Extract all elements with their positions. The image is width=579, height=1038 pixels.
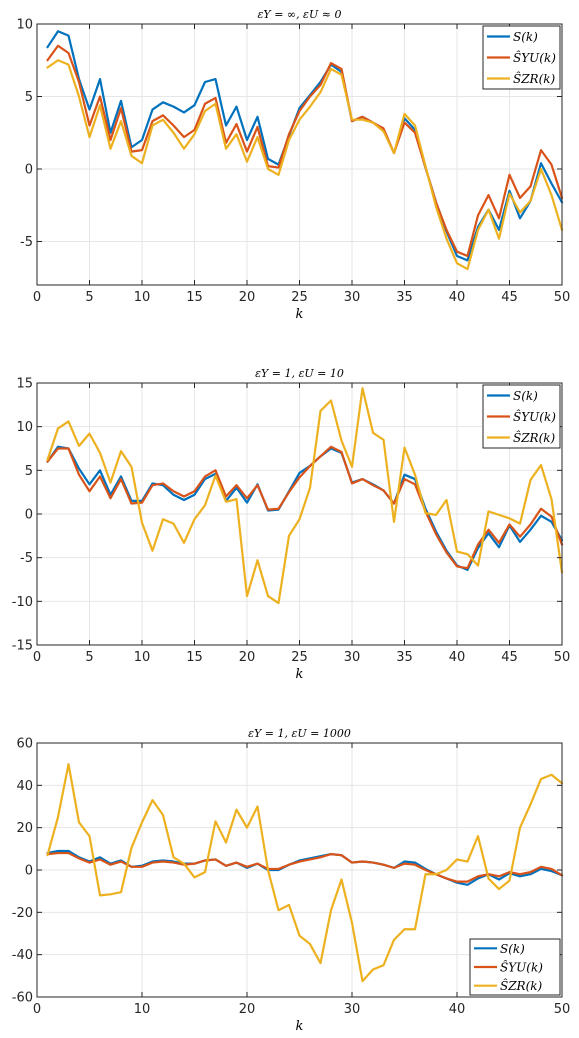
series-line-2 <box>46 445 564 570</box>
x-tick-label: 20 <box>239 650 256 665</box>
y-tick-label: 20 <box>16 821 33 836</box>
x-tick-label: 15 <box>186 650 203 665</box>
legend-label-1: S(k) <box>513 30 538 44</box>
x-tick-label: 25 <box>291 290 308 305</box>
x-axis-label: k <box>296 1019 304 1034</box>
x-tick-label: 10 <box>134 1002 151 1017</box>
series-line-1 <box>46 445 564 571</box>
x-tick-label: 0 <box>33 290 41 305</box>
x-tick-label: 5 <box>85 650 93 665</box>
x-tick-label: 45 <box>501 290 518 305</box>
legend: S(k) ŜYU(k) ŜZR(k) <box>482 384 561 449</box>
x-tick-label: 25 <box>291 650 308 665</box>
chart-3: 0 10 20 30 40 50 -60 -40 -20 0 20 40 60 εY = 1, εU = … <box>12 727 571 1034</box>
x-tick-label: 40 <box>449 1002 466 1017</box>
x-tick-label: 15 <box>186 290 203 305</box>
y-tick-label: -20 <box>12 906 33 921</box>
chart-1: 0 5 10 15 20 25 30 35 40 45 50 -5 0 5 10 εY = ∞, εU ≈ 0… <box>16 8 570 322</box>
x-tick-label: 10 <box>134 290 151 305</box>
chart-title: εY = ∞, εU ≈ 0 <box>258 8 342 21</box>
y-tick-label: 0 <box>25 864 33 879</box>
y-tick-label: 15 <box>16 377 33 392</box>
x-tick-label: 35 <box>396 650 413 665</box>
x-axis-label: k <box>296 667 304 682</box>
legend: S(k) ŜYU(k) ŜZR(k) <box>469 938 561 996</box>
x-tick-label: 35 <box>396 290 413 305</box>
legend-label-3: ŜZR(k) <box>500 977 543 993</box>
y-tick-label: -40 <box>12 948 33 963</box>
legend-label-3: ŜZR(k) <box>513 70 556 86</box>
chart-2: 0 5 10 15 20 25 30 35 40 45 50 -15 -10 -5 0 5 10 15 εY = 1… <box>12 367 571 682</box>
y-tick-label: -15 <box>12 639 33 654</box>
x-tick-label: 20 <box>239 1002 256 1017</box>
legend-label-3: ŜZR(k) <box>513 429 556 445</box>
x-tick-label: 50 <box>554 290 571 305</box>
x-tick-label: 50 <box>554 650 571 665</box>
x-tick-label: 10 <box>134 650 151 665</box>
y-tick-label: -5 <box>20 551 33 566</box>
chart-title: εY = 1, εU = 10 <box>255 367 344 380</box>
y-tick-label: 10 <box>16 420 33 435</box>
y-tick-label: 10 <box>16 18 33 33</box>
x-tick-label: 20 <box>239 290 256 305</box>
y-tick-label: -10 <box>12 595 33 610</box>
series-line-3 <box>46 763 564 983</box>
legend-label-1: S(k) <box>500 942 525 956</box>
x-tick-label: 45 <box>501 650 518 665</box>
y-tick-label: 0 <box>25 508 33 523</box>
series-line-2 <box>46 44 564 258</box>
x-axis-label: k <box>296 307 304 322</box>
x-tick-label: 30 <box>344 650 361 665</box>
y-tick-label: 0 <box>25 163 33 178</box>
x-tick-label: 30 <box>344 290 361 305</box>
y-tick-label: 60 <box>16 737 33 752</box>
x-tick-label: 0 <box>33 1002 41 1017</box>
x-tick-label: 40 <box>449 650 466 665</box>
legend-label-2: ŜYU(k) <box>500 959 543 975</box>
legend-label-1: S(k) <box>513 389 538 403</box>
x-tick-label: 5 <box>85 290 93 305</box>
y-tick-label: 5 <box>25 90 33 105</box>
y-tick-label: 5 <box>25 464 33 479</box>
chart-title: εY = 1, εU = 1000 <box>248 727 351 740</box>
series-line-3 <box>46 59 564 271</box>
x-tick-label: 0 <box>33 650 41 665</box>
x-tick-label: 30 <box>344 1002 361 1017</box>
series-line-3 <box>46 387 564 605</box>
y-tick-label: -60 <box>12 991 33 1006</box>
legend-label-2: ŜYU(k) <box>513 408 556 424</box>
y-tick-label: 40 <box>16 779 33 794</box>
y-tick-label: -5 <box>20 235 33 250</box>
legend: S(k) ŜYU(k) ŜZR(k) <box>482 25 561 90</box>
x-tick-label: 40 <box>449 290 466 305</box>
series-line-2 <box>46 851 564 883</box>
x-tick-label: 50 <box>554 1002 571 1017</box>
legend-label-2: ŜYU(k) <box>513 49 556 65</box>
